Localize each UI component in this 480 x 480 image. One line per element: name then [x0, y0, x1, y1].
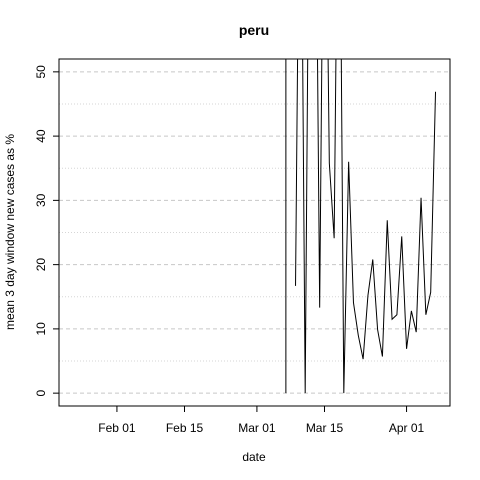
y-tick-label: 30 — [34, 193, 48, 207]
x-tick-label: Feb 01 — [98, 421, 136, 435]
y-axis-label: mean 3 day window new cases as % — [3, 134, 17, 330]
x-tick-label: Apr 01 — [389, 421, 425, 435]
y-axis: 0 10 20 30 40 50 — [34, 65, 59, 396]
series-line — [295, 59, 437, 394]
series-group — [285, 59, 437, 394]
x-tick-label: Mar 01 — [238, 421, 276, 435]
y-tick-label: 10 — [34, 322, 48, 336]
grid — [59, 71, 450, 394]
chart-title: peru — [239, 22, 269, 38]
y-tick-label: 40 — [34, 129, 48, 143]
x-axis-label: date — [242, 450, 266, 464]
y-tick-label: 50 — [34, 65, 48, 79]
plot-frame — [58, 58, 451, 407]
y-tick-label: 20 — [34, 258, 48, 272]
x-axis: Feb 01 Feb 15 Mar 01 Mar 15 Apr 01 — [98, 406, 425, 435]
x-tick-label: Feb 15 — [166, 421, 204, 435]
y-tick-label: 0 — [34, 389, 48, 396]
x-tick-label: Mar 15 — [306, 421, 344, 435]
